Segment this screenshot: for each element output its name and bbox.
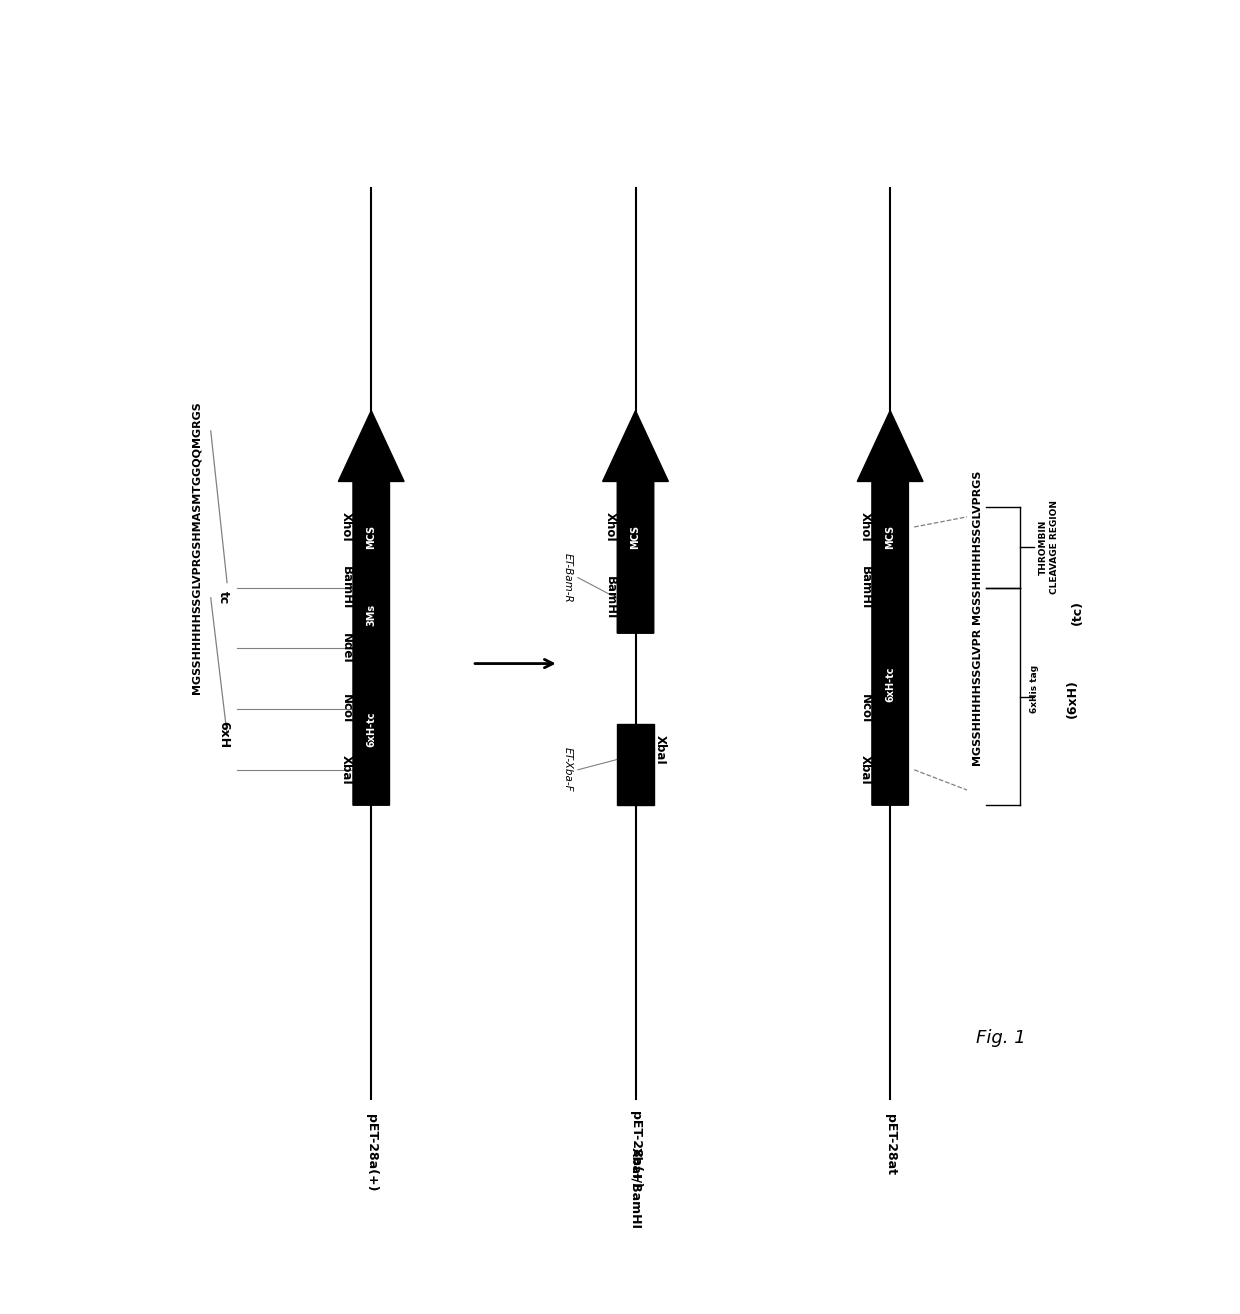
Text: MCS: MCS xyxy=(366,526,376,549)
Text: 6xHis tag: 6xHis tag xyxy=(1029,665,1039,714)
Text: XhoI: XhoI xyxy=(340,512,353,541)
Text: XbaI: XbaI xyxy=(340,756,353,784)
Text: MGSSHHHHHSSGLVPRGSHMASMTGGQQMGRGS: MGSSHHHHHSSGLVPRGSHMASMTGGQQMGRGS xyxy=(191,401,201,694)
Text: BamHI: BamHI xyxy=(604,576,618,619)
Text: NdeI: NdeI xyxy=(340,633,353,664)
Text: MGSSHHHHHSSGLVPRGS: MGSSHHHHHSSGLVPRGS xyxy=(972,470,982,624)
Text: BamHI: BamHI xyxy=(340,566,353,610)
Text: MCS: MCS xyxy=(630,526,641,549)
Text: XbaI: XbaI xyxy=(653,735,667,765)
Text: MCS: MCS xyxy=(885,526,895,549)
Text: 3Ms: 3Ms xyxy=(366,604,376,625)
Text: pET-28a(+): pET-28a(+) xyxy=(365,1114,378,1192)
Text: XhoI: XhoI xyxy=(859,512,872,541)
Text: tc: tc xyxy=(217,591,229,604)
Text: (tc): (tc) xyxy=(1071,600,1084,625)
Text: 6xH: 6xH xyxy=(217,721,229,748)
Text: ET-Xba-F: ET-Xba-F xyxy=(563,748,573,792)
Text: NcoI: NcoI xyxy=(859,694,872,724)
Text: THROMBIN
CLEAVAGE REGION: THROMBIN CLEAVAGE REGION xyxy=(1039,501,1059,594)
Text: XbaI/BamHI: XbaI/BamHI xyxy=(629,1147,642,1229)
Text: (6xH): (6xH) xyxy=(1066,679,1079,719)
Text: 6xH-tc: 6xH-tc xyxy=(366,712,376,748)
Text: NcoI: NcoI xyxy=(340,694,353,724)
Polygon shape xyxy=(618,724,653,805)
Text: pET-28a(+): pET-28a(+) xyxy=(629,1110,642,1188)
Text: BamHI: BamHI xyxy=(859,566,872,610)
Text: MGSSHHHHHSSGLVPR: MGSSHHHHHSSGLVPR xyxy=(972,628,982,765)
Text: XhoI: XhoI xyxy=(604,512,618,541)
Polygon shape xyxy=(603,410,668,633)
Text: 6xH-tc: 6xH-tc xyxy=(885,666,895,702)
Polygon shape xyxy=(857,410,923,805)
Text: XbaI: XbaI xyxy=(859,756,872,784)
Text: ET-Bam-R: ET-Bam-R xyxy=(563,553,573,602)
Text: pET-28at: pET-28at xyxy=(884,1114,897,1175)
Text: Fig. 1: Fig. 1 xyxy=(976,1029,1025,1047)
Polygon shape xyxy=(339,410,404,805)
